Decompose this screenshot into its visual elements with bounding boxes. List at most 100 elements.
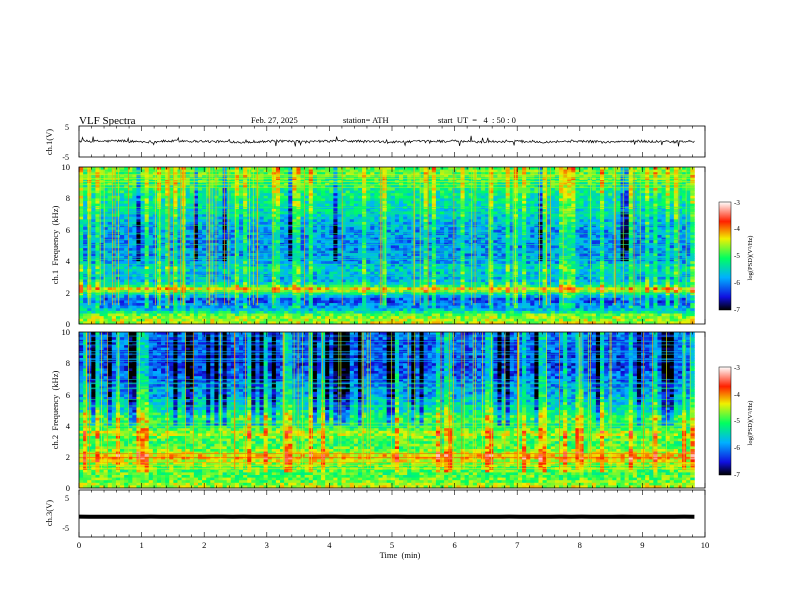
spectrogram-cell: [460, 187, 466, 191]
spectrogram-cell: [103, 198, 109, 202]
ch1-ytick-bottom: -5: [62, 153, 69, 162]
spectrogram-cell: [509, 195, 515, 199]
spectrogram-cell: [682, 245, 687, 249]
spectrogram-cell: [197, 211, 203, 215]
spectrogram-cell: [616, 229, 621, 233]
spectrogram-cell: [624, 216, 630, 220]
spectrogram-cell: [197, 187, 203, 191]
spectrogram-cell: [390, 177, 396, 181]
spectrogram-cell: [83, 250, 88, 254]
spectrogram-cell: [604, 248, 609, 252]
spectrogram-cell: [275, 182, 281, 186]
spectrogram-cell: [238, 224, 244, 228]
spectrogram-cell: [390, 219, 396, 223]
spectrogram-cell: [563, 190, 568, 194]
spectrogram-cell: [144, 219, 150, 223]
spectrogram-cell: [177, 167, 182, 171]
spectrogram-cell: [87, 240, 92, 244]
spectrogram-cell: [534, 198, 539, 202]
spectrogram-cell: [579, 221, 584, 225]
spectrogram-cell: [312, 177, 318, 181]
spectrogram-cell: [550, 227, 556, 231]
spectrogram-cell: [673, 185, 679, 189]
spectrogram-cell: [161, 229, 166, 233]
spectrogram-cell: [173, 250, 178, 254]
spectrogram-cell: [501, 193, 507, 197]
spectrogram-cell: [234, 248, 240, 252]
spectrogram-cell: [197, 235, 203, 239]
spectrogram-cell: [431, 211, 437, 215]
spectrogram-cell: [686, 193, 691, 197]
spectrogram-cell: [91, 195, 96, 199]
spectrogram-cell: [230, 182, 236, 186]
spectrogram-cell: [665, 216, 671, 220]
spectrogram-cell: [546, 248, 552, 252]
spectrogram-cell: [604, 195, 609, 199]
spectrogram-cell: [452, 187, 457, 191]
spectrogram-cell: [538, 214, 543, 218]
spectrogram-cell: [468, 177, 474, 181]
spectrogram-cell: [600, 185, 605, 189]
spectrogram-cell: [517, 177, 523, 181]
spectrogram-cell: [440, 190, 445, 194]
spectrogram-cell: [653, 208, 658, 212]
spectrogram-cell: [636, 211, 642, 215]
spectrogram-cell: [476, 177, 482, 181]
spectrogram-cell: [156, 219, 162, 223]
spectrogram-cell: [312, 203, 318, 207]
spectrogram-cell: [444, 245, 449, 249]
spectrogram-cell: [357, 245, 363, 249]
spectrogram-cell: [95, 182, 100, 186]
spectrogram-cell: [542, 216, 548, 220]
spectrogram-cell: [542, 240, 548, 244]
spectrogram-cell: [345, 214, 351, 218]
spectrogram-cell: [103, 214, 109, 218]
spectrogram-cell: [292, 221, 297, 225]
spectrogram-cell: [280, 182, 285, 186]
spectrogram-cell: [435, 208, 441, 212]
spectrogram-cell: [415, 224, 420, 228]
spectrogram-cell: [349, 219, 355, 223]
spectrogram-cell: [398, 219, 404, 223]
spectrogram-cell: [189, 182, 195, 186]
spectrogram-cell: [476, 201, 482, 205]
spectrogram-cell: [542, 214, 548, 218]
spectrogram-cell: [288, 248, 293, 252]
spectrogram-cell: [616, 219, 621, 223]
spectrogram-cell: [263, 250, 269, 254]
spectrogram-cell: [349, 227, 355, 231]
spectrogram-cell: [550, 208, 556, 212]
spectrogram-cell: [468, 235, 474, 239]
spectrogram-cell: [682, 190, 687, 194]
spectrogram-cell: [530, 208, 535, 212]
spectrogram-cell: [353, 172, 359, 176]
spectrogram-cell: [526, 182, 531, 186]
spectrogram-cell: [321, 193, 326, 197]
spectrogram-cell: [83, 245, 88, 249]
spectrogram-cell: [460, 240, 466, 244]
spectrogram-cell: [600, 195, 605, 199]
spectrogram-cell: [353, 167, 359, 171]
spectrogram-cell: [300, 219, 306, 223]
spectrogram-cell: [202, 201, 207, 205]
spectrogram-cell: [624, 167, 630, 171]
spectrogram-cell: [234, 208, 240, 212]
spectrogram-cell: [357, 219, 363, 223]
spectrogram-cell: [575, 208, 580, 212]
spectrogram-cell: [653, 195, 658, 199]
spectrogram-cell: [206, 221, 211, 225]
spectrogram-cell: [390, 227, 396, 231]
spectrogram-cell: [616, 187, 621, 191]
spectrogram-cell: [366, 185, 371, 189]
spectrogram-cell: [79, 224, 84, 228]
spectrogram-cell: [218, 185, 223, 189]
spectrogram-cell: [144, 208, 150, 212]
spectrogram-cell: [362, 240, 367, 244]
spectrogram-cell: [95, 250, 100, 254]
spectrogram-cell: [567, 224, 572, 228]
spectrogram-cell: [649, 219, 654, 223]
spectrogram-cell: [197, 250, 203, 254]
spectrogram-cell: [595, 214, 601, 218]
spectrogram-cell: [632, 248, 638, 252]
spectrogram-cell: [238, 177, 244, 181]
